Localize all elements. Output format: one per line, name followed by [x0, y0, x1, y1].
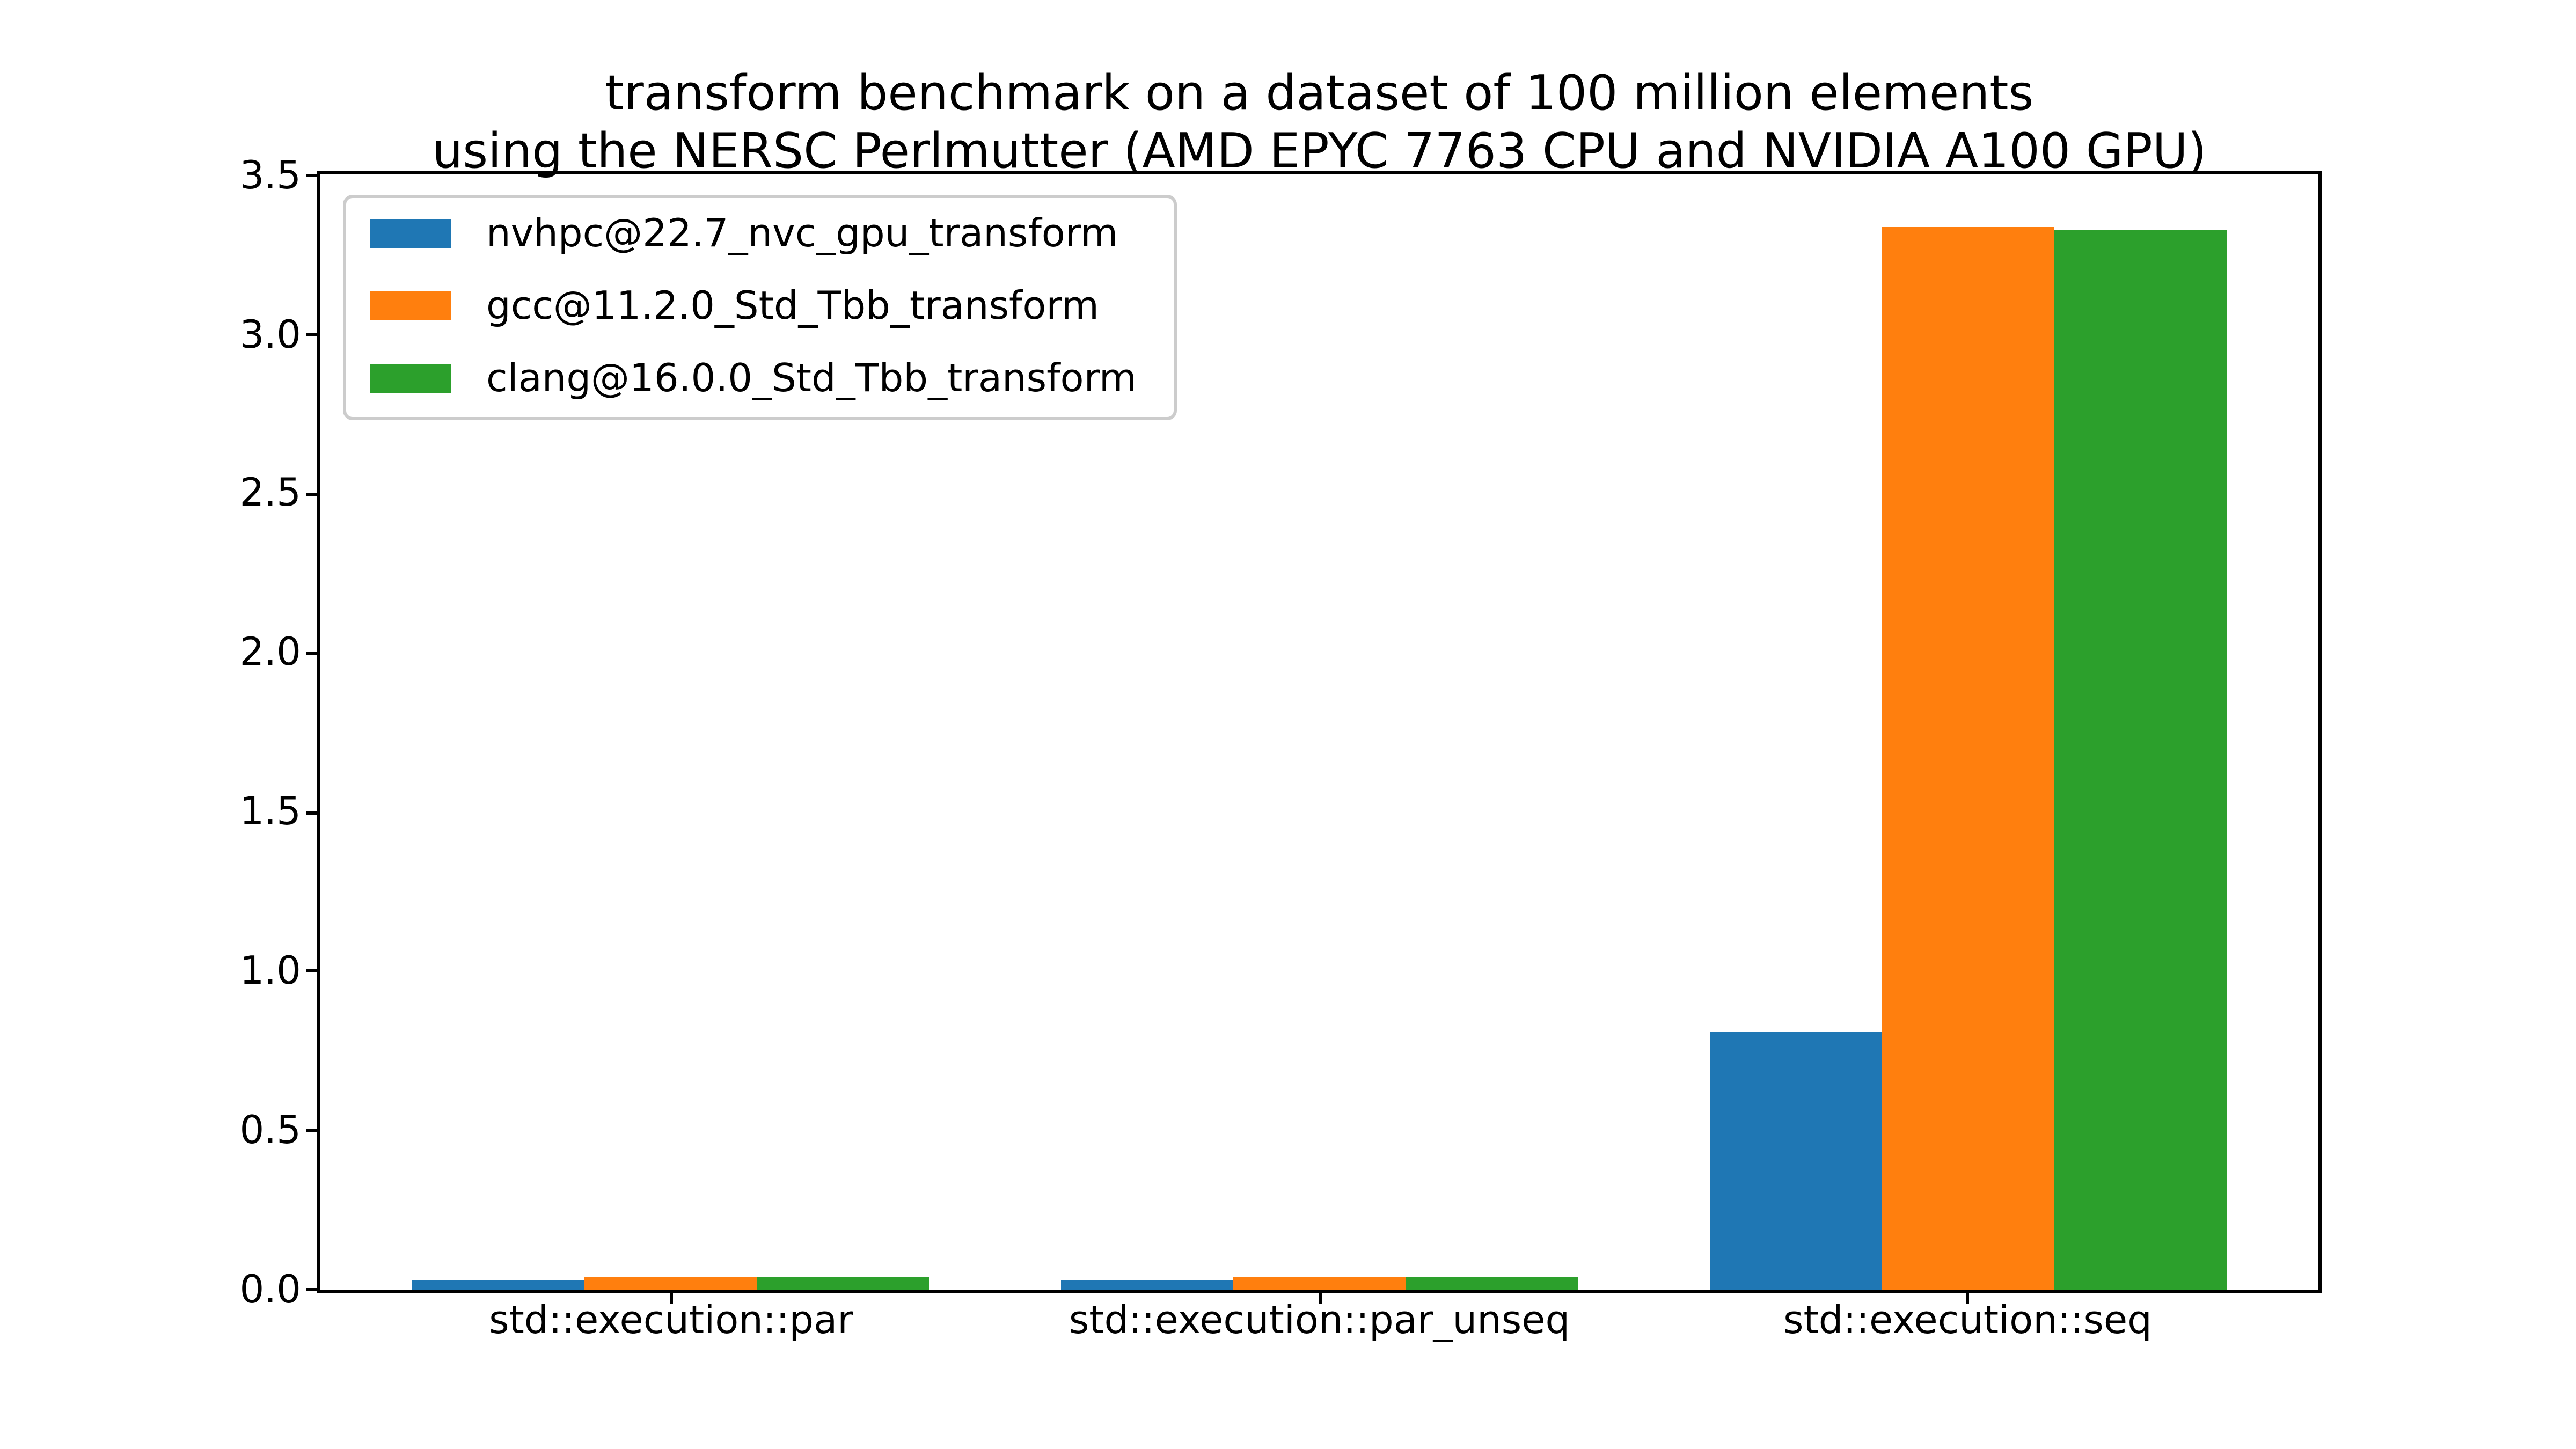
- bar-gcc-par: [584, 1277, 757, 1290]
- y-tick-mark: [306, 1129, 317, 1132]
- legend-swatch-nvhpc: [370, 219, 451, 248]
- legend-label: gcc@11.2.0_Std_Tbb_transform: [486, 283, 1099, 328]
- y-tick-label: 0.5: [239, 1107, 301, 1153]
- x-tick-mark: [669, 1293, 673, 1304]
- y-tick-mark: [306, 1288, 317, 1291]
- legend-item-nvhpc: nvhpc@22.7_nvc_gpu_transform: [370, 213, 1150, 254]
- bar-gcc-par_unseq: [1233, 1277, 1406, 1290]
- y-tick-label: 1.5: [239, 789, 301, 835]
- y-tick-mark: [306, 333, 317, 337]
- bar-nvhpc-par: [412, 1280, 585, 1290]
- y-tick-label: 2.0: [239, 630, 301, 675]
- legend: nvhpc@22.7_nvc_gpu_transform gcc@11.2.0_S…: [343, 195, 1177, 420]
- bar-gcc-seq: [1881, 227, 2054, 1290]
- y-tick-label: 3.5: [239, 152, 301, 198]
- x-tick-label-seq: std::execution::seq: [1783, 1298, 2152, 1343]
- y-tick-mark: [306, 970, 317, 974]
- y-tick-label: 2.5: [239, 471, 301, 516]
- y-tick-label: 3.0: [239, 312, 301, 357]
- x-tick-mark: [1318, 1293, 1321, 1304]
- legend-swatch-gcc: [370, 291, 451, 320]
- bar-nvhpc-seq: [1709, 1031, 1882, 1290]
- y-tick-label: 0.0: [239, 1266, 301, 1312]
- x-tick-label-par_unseq: std::execution::par_unseq: [1069, 1298, 1570, 1343]
- bar-nvhpc-par_unseq: [1061, 1280, 1233, 1290]
- legend-label: nvhpc@22.7_nvc_gpu_transform: [486, 211, 1118, 256]
- legend-item-clang: clang@16.0.0_Std_Tbb_transform: [370, 357, 1150, 399]
- plot-area: [317, 171, 2322, 1293]
- legend-item-gcc: gcc@11.2.0_Std_Tbb_transform: [370, 285, 1150, 327]
- y-tick-mark: [306, 810, 317, 814]
- legend-label: clang@16.0.0_Std_Tbb_transform: [486, 356, 1137, 401]
- x-tick-mark: [1966, 1293, 1970, 1304]
- bar-clang-par: [757, 1277, 930, 1290]
- chart-title: transform benchmark on a dataset of 100 …: [320, 66, 2318, 182]
- bar-clang-seq: [2053, 230, 2226, 1290]
- y-tick-label: 1.0: [239, 948, 301, 993]
- bar-clang-par_unseq: [1406, 1277, 1578, 1290]
- chart-title-line1: transform benchmark on a dataset of 100 …: [605, 66, 2034, 122]
- x-tick-label-par: std::execution::par: [489, 1298, 853, 1343]
- y-tick-mark: [306, 174, 317, 178]
- legend-swatch-clang: [370, 364, 451, 393]
- y-tick-mark: [306, 492, 317, 496]
- y-tick-mark: [306, 652, 317, 655]
